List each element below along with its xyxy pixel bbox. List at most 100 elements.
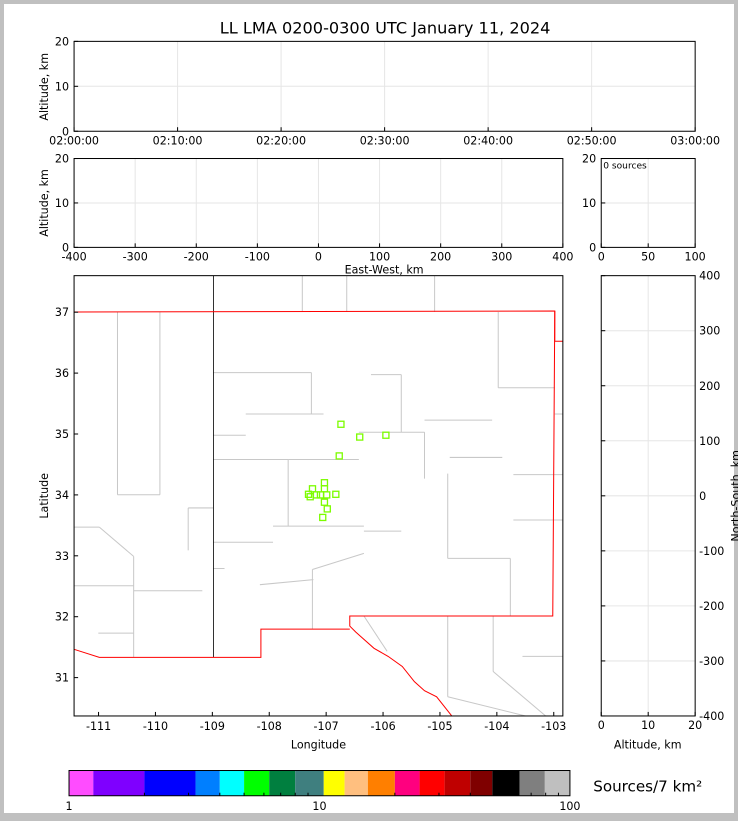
colorbar-swatch (93, 770, 145, 796)
state-border-tx (554, 311, 563, 342)
colorbar-swatch (323, 770, 345, 796)
source-point (323, 491, 331, 499)
ns_altitude-xtick-label: 10 (641, 719, 655, 732)
source-point (337, 420, 345, 428)
map-xtick-label: -111 (86, 720, 111, 733)
map-xtick-label: -109 (200, 720, 225, 733)
colorbar-swatch (195, 770, 220, 796)
county-border (98, 526, 134, 557)
source-point (320, 498, 329, 506)
source-point (320, 479, 329, 487)
ns_altitude-xtick-label: 20 (688, 719, 702, 732)
ns_altitude-ytick-label: -300 (699, 655, 724, 668)
ns_altitude-ytick-label: 300 (699, 325, 720, 338)
colorbar-swatch (492, 770, 520, 796)
ns_altitude-xtick-label: 0 (598, 719, 605, 732)
time_altitude-xtick-label: 02:00:00 (49, 134, 99, 147)
ew_altitude-ytick-label: 0 (62, 241, 69, 254)
colorbar-swatch (219, 770, 245, 796)
map-xtick-label: -105 (427, 720, 452, 733)
map-xtick-label: -108 (257, 720, 282, 733)
source-point (356, 433, 364, 441)
histogram-xtick-label: 0 (598, 251, 605, 264)
colorbar-swatch (269, 770, 296, 796)
ew_altitude-xtick-label: -200 (184, 251, 209, 264)
colorbar-frame (68, 770, 571, 797)
time_altitude-ytick-label: 0 (62, 125, 69, 138)
state-border-mexico (73, 628, 350, 658)
colorbar-swatch (544, 770, 570, 796)
map-xtick-label: -103 (541, 720, 566, 733)
ew_altitude-xtick-label: -400 (61, 251, 86, 264)
ew_altitude-xtick-label: -100 (245, 251, 270, 264)
histogram-annotation: 0 sources (603, 162, 647, 172)
county-border (492, 671, 547, 717)
map-ytick-label: 34 (55, 489, 69, 502)
source-point (323, 505, 331, 513)
source-point (382, 431, 390, 439)
map-xtick-label: -104 (484, 720, 509, 733)
source-point (316, 491, 325, 499)
county-border (312, 552, 365, 571)
source-point (332, 490, 340, 498)
source-point (308, 485, 317, 493)
colorbar-swatch (144, 770, 196, 796)
map-xtick-label: -106 (370, 720, 395, 733)
ns_altitude-ytick-label: 400 (699, 270, 720, 283)
colorbar-swatch (444, 770, 471, 796)
county-border (259, 579, 314, 586)
map-frame (73, 275, 564, 717)
ew_altitude-xtick-label: 0 (315, 251, 322, 264)
ns_altitude-ytick-label: 0 (699, 490, 706, 503)
colorbar-swatch (295, 770, 324, 796)
lma-chart: LL LMA 0200-0300 UTC January 11, 2024 02:… (38, 18, 738, 813)
chart-title: LL LMA 0200-0300 UTC January 11, 2024 (220, 18, 551, 37)
ew_altitude-xtick-label: -300 (123, 251, 148, 264)
colorbar-label: Sources/7 km² (593, 778, 702, 796)
ns_altitude-ytick-label: -200 (699, 600, 724, 613)
y-axis-label: Altitude, km (38, 169, 51, 237)
ew_altitude-xtick-label: 100 (369, 251, 390, 264)
colorbar-swatch (244, 770, 270, 796)
colorbar-swatch (69, 770, 94, 796)
histogram-ytick-label: 20 (582, 153, 596, 166)
map-ytick-label: 32 (55, 611, 69, 624)
colorbar-swatch (367, 770, 395, 796)
map-ytick-label: 36 (55, 367, 69, 380)
colorbar-tick-label: 1 (65, 800, 72, 813)
histogram-xtick-label: 100 (685, 251, 706, 264)
time_altitude-xtick-label: 03:00:00 (670, 134, 720, 147)
colorbar-tick-label: 100 (559, 800, 580, 813)
time_altitude-xtick-label: 02:50:00 (567, 134, 617, 147)
ew_altitude-xtick-label: 200 (430, 251, 451, 264)
time_altitude-xtick-label: 02:10:00 (153, 134, 203, 147)
time_altitude-ytick-label: 10 (55, 80, 69, 93)
lma-figure: LL LMA 0200-0300 UTC January 11, 2024 02:… (4, 4, 738, 813)
y-axis-label: Altitude, km (38, 53, 51, 121)
x-axis-label: Altitude, km (614, 738, 682, 751)
time_altitude-xtick-label: 02:20:00 (256, 134, 306, 147)
map-xtick-label: -107 (314, 720, 339, 733)
colorbar-swatch (470, 770, 493, 796)
colorbar-tick-label: 10 (312, 800, 326, 813)
time_altitude-xtick-label: 02:40:00 (463, 134, 513, 147)
map-xtick-label: -110 (143, 720, 168, 733)
map-ytick-label: 35 (55, 428, 69, 441)
map-ytick-label: 31 (55, 672, 69, 685)
time_altitude-ytick-label: 20 (55, 35, 69, 48)
colorbar-swatch (419, 770, 445, 796)
colorbar-swatch (519, 770, 545, 796)
ew_altitude-ytick-label: 10 (55, 197, 69, 210)
map-ytick-label: 33 (55, 550, 69, 563)
x-axis-label: Longitude (291, 738, 346, 751)
county-border (447, 696, 526, 717)
histogram-ytick-label: 0 (589, 241, 596, 254)
ns_altitude-ytick-label: -100 (699, 545, 724, 558)
map-ytick-label: 37 (55, 306, 69, 319)
ns_altitude-ytick-label: 100 (699, 435, 720, 448)
histogram-xtick-label: 50 (641, 251, 655, 264)
histogram-ytick-label: 10 (582, 197, 596, 210)
ns_altitude-ytick-label: 200 (699, 380, 720, 393)
time_altitude-xtick-label: 02:30:00 (360, 134, 410, 147)
x-axis-label: East-West, km (345, 264, 424, 277)
